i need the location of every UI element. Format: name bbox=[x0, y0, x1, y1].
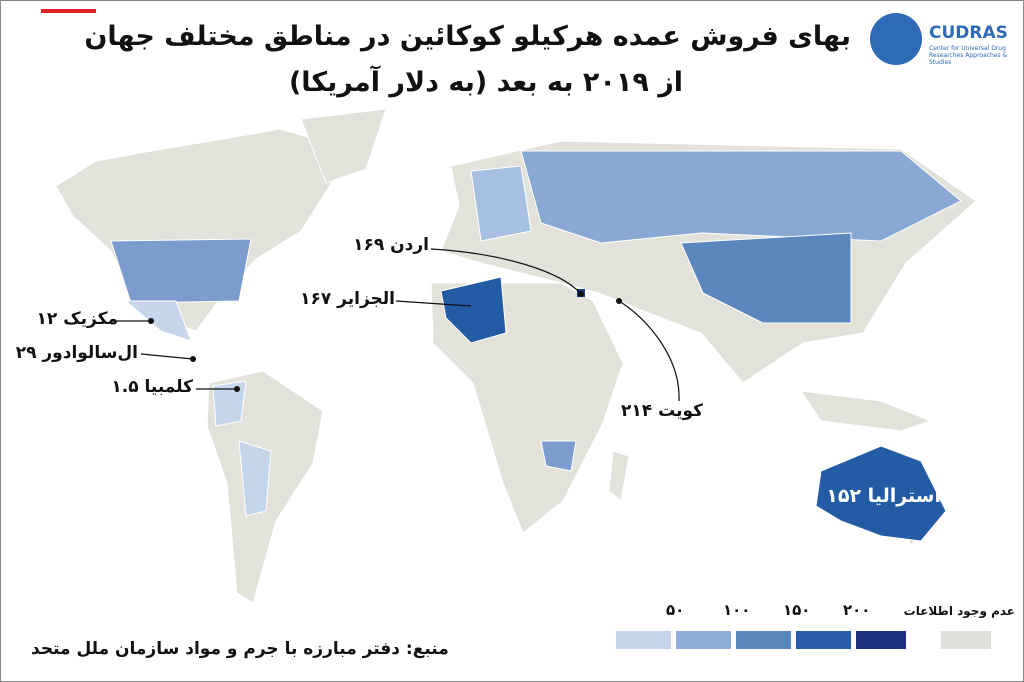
callout: اردن ۱۶۹ bbox=[353, 235, 429, 255]
legend-label: ۵۰ bbox=[666, 601, 685, 619]
legend-label: ۱۵۰ bbox=[783, 601, 811, 619]
logo-tagline: Center for Universal Drug Researches App… bbox=[929, 45, 1008, 66]
callout: استرالیا ۱۵۲ bbox=[826, 485, 941, 507]
leader-dots bbox=[148, 291, 622, 392]
callout: الجزایر ۱۶۷ bbox=[300, 289, 395, 309]
accent bbox=[41, 9, 96, 13]
legend-no-data: عدم وجود اطلاعات bbox=[903, 604, 1015, 618]
callout: کویت ۲۱۴ bbox=[621, 401, 703, 421]
legend-swatches bbox=[616, 631, 991, 649]
countries bbox=[110, 150, 962, 542]
source: منبع: دفتر مبارزه با جرم و مواد سازمان م… bbox=[31, 639, 449, 659]
logo-name: CUDRAS bbox=[929, 23, 1008, 43]
callout: کلمبیا ۱.۵ bbox=[111, 377, 193, 397]
legend-label: ۱۰۰ bbox=[723, 601, 751, 619]
title: بهای فروش عمده هرکیلو کوکائین در مناطق م… bbox=[84, 21, 851, 52]
callout: مکزیک ۱۲ bbox=[36, 309, 118, 329]
subtitle: از ۲۰۱۹ به بعد (به دلار آمریکا) bbox=[288, 67, 683, 98]
callout: ال‌سالوادور ۲۹ bbox=[15, 343, 138, 363]
logo-icon bbox=[870, 13, 922, 65]
leader-lines bbox=[111, 248, 680, 402]
legend-label: ۲۰۰ bbox=[843, 601, 871, 619]
